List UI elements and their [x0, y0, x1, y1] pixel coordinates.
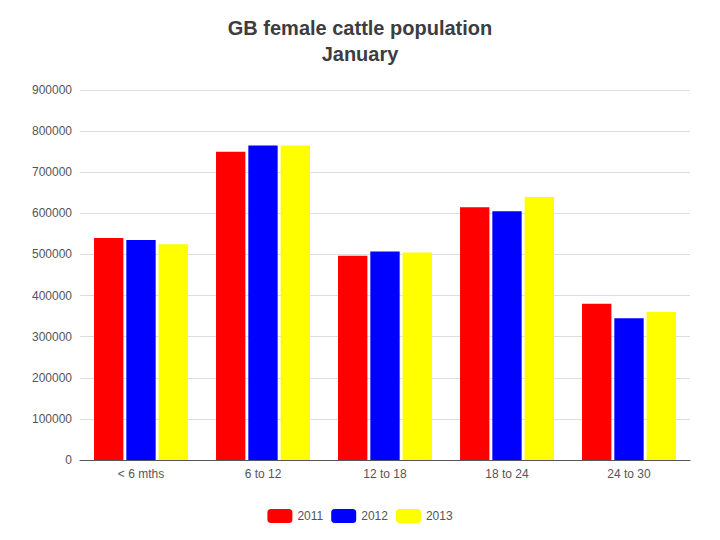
svg-text:2012: 2012 [361, 509, 388, 523]
svg-text:2013: 2013 [426, 509, 453, 523]
svg-text:100000: 100000 [32, 412, 72, 426]
svg-text:24 to 30: 24 to 30 [607, 467, 651, 481]
svg-text:500000: 500000 [32, 247, 72, 261]
svg-text:700000: 700000 [32, 165, 72, 179]
svg-text:0: 0 [65, 453, 72, 467]
svg-text:January: January [322, 43, 400, 65]
svg-text:2011: 2011 [297, 509, 323, 523]
svg-text:600000: 600000 [32, 206, 72, 220]
svg-text:< 6 mths: < 6 mths [118, 467, 164, 481]
svg-text:900000: 900000 [32, 83, 72, 97]
svg-text:400000: 400000 [32, 289, 72, 303]
svg-text:800000: 800000 [32, 124, 72, 138]
svg-text:GB female cattle population: GB female cattle population [228, 17, 492, 39]
svg-text:6 to 12: 6 to 12 [245, 467, 282, 481]
svg-text:12 to 18: 12 to 18 [363, 467, 407, 481]
svg-text:200000: 200000 [32, 371, 72, 385]
svg-text:18 to 24: 18 to 24 [485, 467, 529, 481]
svg-text:300000: 300000 [32, 330, 72, 344]
